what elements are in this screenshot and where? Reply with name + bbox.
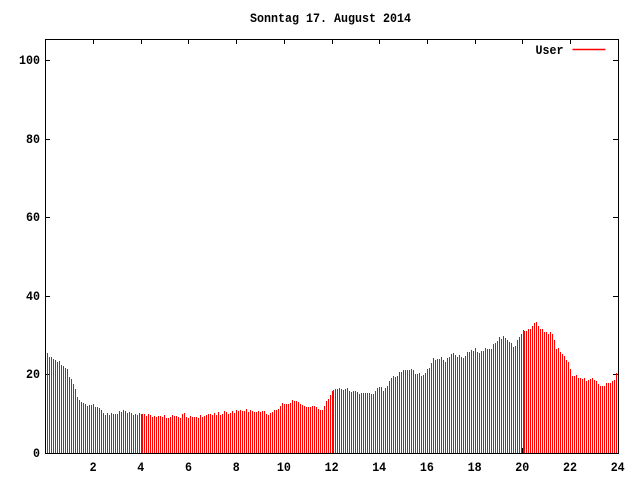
svg-text:User: User — [536, 43, 564, 58]
svg-text:20: 20 — [26, 367, 40, 382]
svg-text:8: 8 — [233, 460, 240, 475]
svg-text:Sonntag 17. August 2014: Sonntag 17. August 2014 — [250, 11, 411, 26]
svg-text:12: 12 — [325, 460, 339, 475]
svg-text:18: 18 — [468, 460, 482, 475]
svg-text:100: 100 — [19, 53, 40, 68]
svg-text:80: 80 — [26, 132, 40, 147]
svg-text:20: 20 — [515, 460, 529, 475]
svg-text:6: 6 — [185, 460, 192, 475]
svg-text:60: 60 — [26, 210, 40, 225]
svg-text:14: 14 — [372, 460, 386, 475]
svg-text:2: 2 — [90, 460, 97, 475]
svg-text:40: 40 — [26, 289, 40, 304]
svg-text:10: 10 — [277, 460, 291, 475]
svg-text:24: 24 — [611, 460, 625, 475]
svg-text:0: 0 — [33, 446, 40, 461]
svg-text:22: 22 — [563, 460, 577, 475]
svg-text:4: 4 — [137, 460, 144, 475]
svg-text:16: 16 — [420, 460, 434, 475]
